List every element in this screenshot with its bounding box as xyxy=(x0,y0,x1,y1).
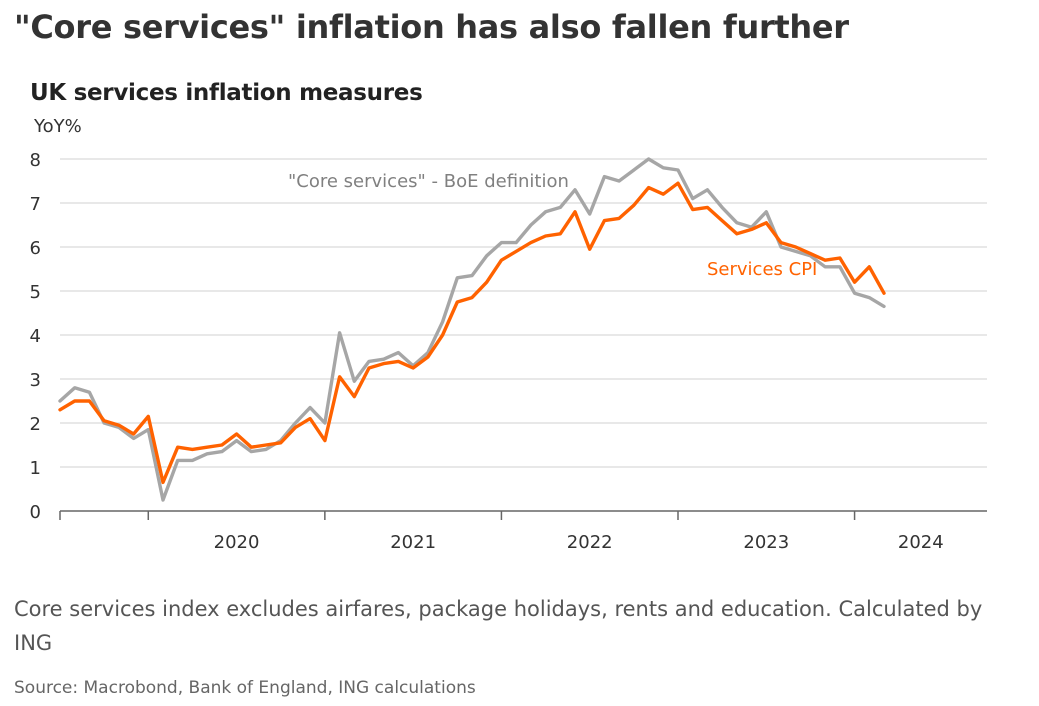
x-tick-label: 2021 xyxy=(390,532,436,553)
x-tick-label: 2020 xyxy=(214,532,260,553)
y-tick-label: 4 xyxy=(30,326,41,347)
x-axis: 2020 2021 2022 2023 2024 xyxy=(59,510,987,553)
y-tick-label: 7 xyxy=(30,194,41,215)
x-tick-label: 2023 xyxy=(743,532,789,553)
headline: "Core services" inflation has also falle… xyxy=(14,8,849,46)
annotation-core-services: "Core services" - BoE definition xyxy=(288,171,569,192)
y-tick-labels: 0 1 2 3 4 5 6 7 8 xyxy=(30,150,41,523)
core-services-line xyxy=(58,157,886,502)
footnote: Core services index excludes airfares, p… xyxy=(14,597,983,655)
x-tick-label: 2022 xyxy=(567,532,613,553)
series-lines xyxy=(58,157,886,502)
y-tick-label: 3 xyxy=(30,370,41,391)
y-tick-label: 0 xyxy=(30,502,41,523)
annotation-services-cpi: Services CPI xyxy=(707,259,817,280)
services-cpi-line xyxy=(58,181,886,485)
x-tick-label: 2024 xyxy=(898,532,944,553)
gridlines xyxy=(60,158,987,468)
y-tick-label: 2 xyxy=(30,414,41,435)
y-tick-label: 5 xyxy=(30,282,41,303)
y-tick-label: 1 xyxy=(30,458,41,479)
chart-title: UK services inflation measures xyxy=(30,80,423,106)
y-tick-label: 6 xyxy=(30,238,41,259)
y-tick-label: 8 xyxy=(30,150,41,171)
source-line: Source: Macrobond, Bank of England, ING … xyxy=(14,678,476,698)
line-chart: 0 1 2 3 4 5 6 7 8 2020 2021 2022 2023 2024 "Core ser… xyxy=(30,150,987,553)
y-axis-unit: YoY% xyxy=(34,116,82,137)
